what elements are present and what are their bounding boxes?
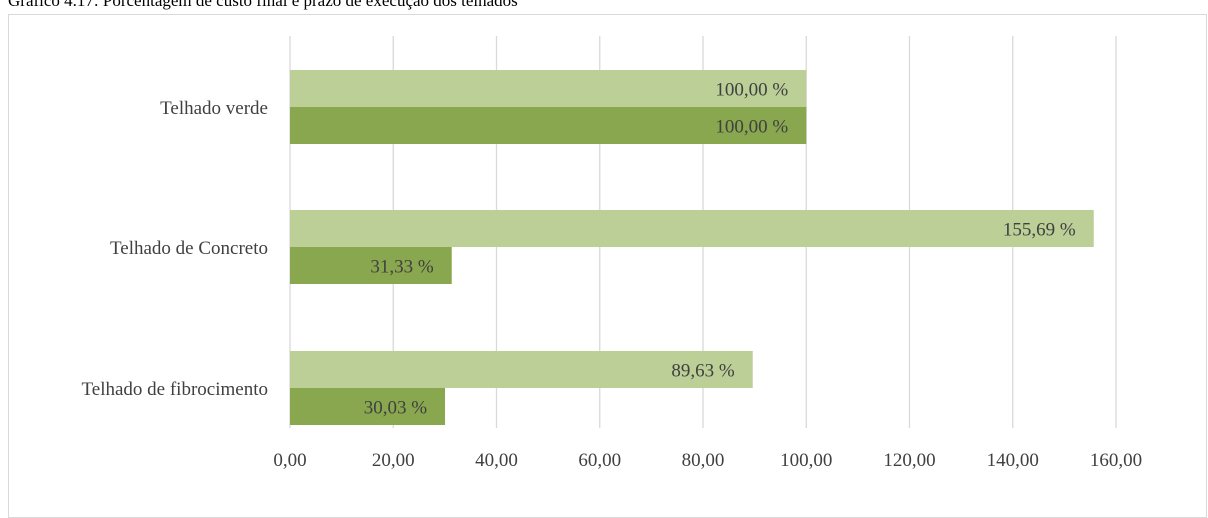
x-tick-label: 40,00 [475, 450, 518, 471]
data-label: 31,33 % [370, 257, 434, 278]
bar-light [290, 210, 1094, 247]
bar-dark [290, 107, 807, 144]
bar-dark [290, 247, 452, 284]
x-tick-label: 140,00 [987, 450, 1039, 471]
x-tick-label: 60,00 [578, 450, 621, 471]
data-label: 100,00 % [715, 117, 788, 138]
x-tick-label: 20,00 [372, 450, 415, 471]
x-axis-tick-labels: 0,00 20,00 40,00 60,00 80,00 100,00 120,00 140,… [273, 450, 1142, 471]
bar-dark [290, 388, 446, 425]
data-label: 155,69 % [1003, 220, 1076, 241]
data-label: 30,03 % [364, 398, 428, 419]
category-label: Telhado de fibrocimento [82, 379, 269, 400]
bar-light [290, 351, 753, 388]
x-tick-label: 120,00 [883, 450, 935, 471]
x-tick-label: 160,00 [1090, 450, 1142, 471]
x-tick-label: 80,00 [682, 450, 725, 471]
bars: 100,00 % 100,00 % 155,69 % 31,33 % 89,63 % 30… [290, 70, 1094, 425]
x-tick-label: 0,00 [273, 450, 306, 471]
figure-caption: Gráfico 4.17: Porcentagem de custo final… [8, 0, 518, 10]
category-label: Telhado verde [160, 98, 268, 119]
x-tick-label: 100,00 [780, 450, 832, 471]
data-label: 100,00 % [715, 80, 788, 101]
category-label: Telhado de Concreto [110, 238, 268, 259]
category-labels: Telhado verde Telhado de Concreto Telhado … [82, 98, 269, 400]
bar-light [290, 70, 807, 107]
data-label: 89,63 % [671, 361, 735, 382]
